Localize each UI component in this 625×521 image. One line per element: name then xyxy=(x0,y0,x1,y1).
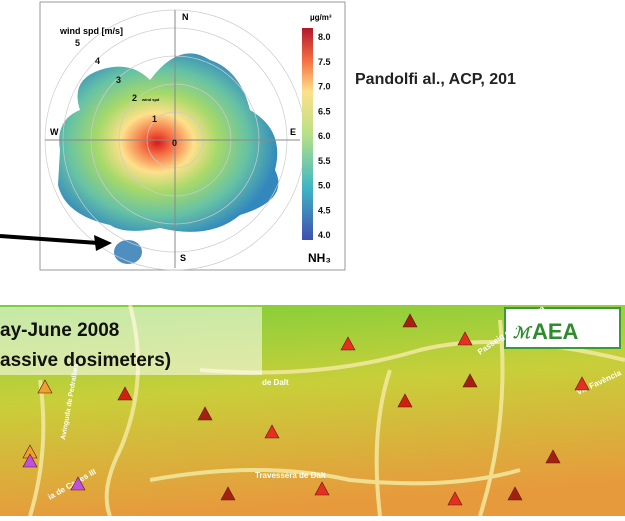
street-label: Travessera de Dalt xyxy=(255,471,326,480)
radius-label: 5 xyxy=(75,38,80,48)
colorbar-unit: µg/m³ xyxy=(310,13,332,22)
radius-label: 3 xyxy=(116,75,121,85)
inner-note: wind spd xyxy=(141,97,160,102)
caption: ay-June 2008 xyxy=(0,320,119,341)
logo: AEA xyxy=(532,319,579,344)
colorbar-label: 5.5 xyxy=(318,156,331,166)
south: S xyxy=(180,253,186,263)
radius-label: 1 xyxy=(152,114,157,124)
colorbar xyxy=(302,28,313,240)
radius-label: 0 xyxy=(172,138,177,148)
radius-title: wind spd [m/s] xyxy=(59,26,123,36)
pollutant: NH₃ xyxy=(308,251,331,265)
map: ay-June 2008 assive dosimeters) ℳ AEA de… xyxy=(0,303,625,516)
street-label: de Dalt xyxy=(262,378,289,387)
colorbar-label: 5.0 xyxy=(318,181,331,191)
slide: N S E W wind spd [m/s] wind spd µg/m³ NH… xyxy=(0,0,625,516)
west: W xyxy=(50,127,59,137)
north: N xyxy=(182,12,189,22)
colorbar-label: 7.0 xyxy=(318,82,331,92)
colorbar-label: 7.5 xyxy=(318,57,331,67)
colorbar-label: 6.5 xyxy=(318,106,331,116)
caption: assive dosimeters) xyxy=(0,350,171,371)
colorbar-label: 4.5 xyxy=(318,205,331,215)
polar-plot: N S E W wind spd [m/s] wind spd µg/m³ NH… xyxy=(40,2,345,270)
concentration-field xyxy=(114,240,142,264)
colorbar-label: 8.0 xyxy=(318,32,331,42)
radius-label: 2 xyxy=(132,93,137,103)
colorbar-label: 6.0 xyxy=(318,131,331,141)
citation: Pandolfi al., ACP, 201 xyxy=(355,71,516,88)
colorbar-label: 4.0 xyxy=(318,230,331,240)
radius-label: 4 xyxy=(95,56,100,66)
east: E xyxy=(290,127,296,137)
